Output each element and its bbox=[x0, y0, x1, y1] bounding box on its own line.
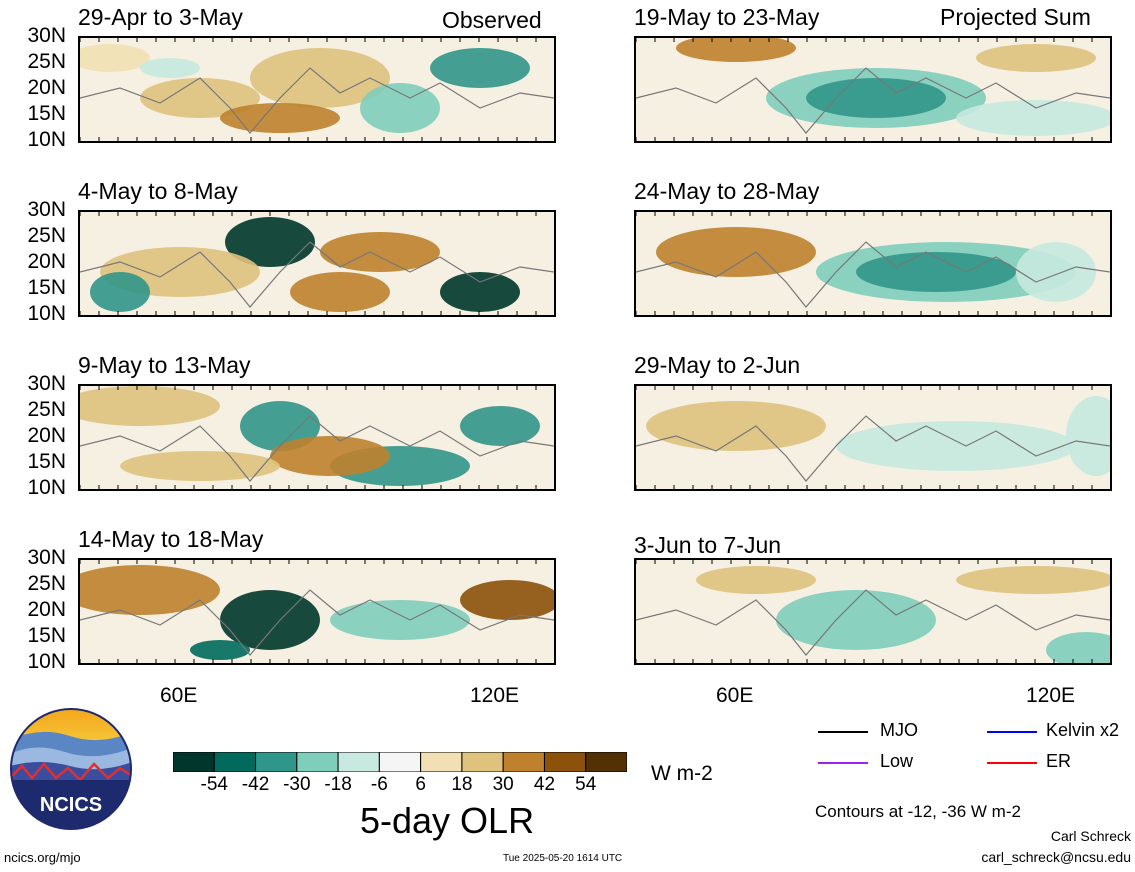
lat-label: 30N bbox=[27, 24, 66, 47]
projected-label: Projected Sum bbox=[940, 4, 1091, 30]
panel-title-obs-2: 4-May to 8-May bbox=[78, 178, 238, 204]
colorbar-title: 5-day OLR bbox=[360, 800, 535, 841]
colorbar-units: W m-2 bbox=[651, 762, 713, 785]
colorbar-swatch bbox=[378, 751, 422, 773]
lat-label: 20N bbox=[27, 424, 66, 447]
footer-timestamp: Tue 2025-05-20 1614 UTC bbox=[503, 853, 623, 864]
olr-map-obs-3 bbox=[80, 386, 554, 489]
footer-author: Carl Schreck bbox=[1050, 828, 1131, 844]
lat-label: 10N bbox=[27, 476, 66, 499]
lat-label: 15N bbox=[27, 102, 66, 125]
colorbar-tick-label: 42 bbox=[533, 774, 556, 795]
colorbar-swatch bbox=[543, 751, 587, 773]
lat-label: 25N bbox=[27, 572, 66, 595]
colorbar-tick-label: -30 bbox=[283, 774, 311, 795]
colorbar-tick-label: -6 bbox=[370, 774, 388, 795]
map-obs-4 bbox=[78, 558, 556, 665]
panel-title-proj-4: 3-Jun to 7-Jun bbox=[634, 532, 782, 558]
lat-label: 15N bbox=[27, 624, 66, 647]
lat-label: 20N bbox=[27, 598, 66, 621]
olr-map-proj-1 bbox=[636, 38, 1110, 141]
lon-label-120e-right: 120E bbox=[1026, 684, 1076, 707]
ncics-logo: NCICS bbox=[10, 708, 132, 830]
lon-label-120e-left: 120E bbox=[470, 684, 520, 707]
contour-note: Contours at -12, -36 W m-2 bbox=[815, 802, 1021, 821]
lat-label: 30N bbox=[27, 546, 66, 569]
colorbar-swatch bbox=[172, 751, 215, 773]
colorbar-swatches bbox=[172, 751, 628, 773]
legend-kelvin-label: Kelvin x2 bbox=[1046, 720, 1120, 740]
colorbar-tick-label: 18 bbox=[451, 774, 473, 795]
footer-url: ncics.org/mjo bbox=[4, 850, 81, 865]
colorbar-tick-label: 6 bbox=[415, 774, 426, 795]
colorbar-swatch bbox=[420, 751, 463, 773]
map-proj-1 bbox=[634, 36, 1112, 143]
colorbar-tick-label: -42 bbox=[241, 774, 270, 795]
map-proj-4 bbox=[634, 558, 1112, 665]
lat-label: 25N bbox=[27, 50, 66, 73]
footer-email: carl_schreck@ncsu.edu bbox=[981, 849, 1131, 865]
colorbar-swatch bbox=[337, 751, 380, 773]
lat-label: 15N bbox=[27, 276, 66, 299]
lat-label: 10N bbox=[27, 302, 66, 325]
colorbar-tick-label: 30 bbox=[492, 774, 514, 795]
colorbar-tick-label: -54 bbox=[200, 774, 228, 795]
colorbar bbox=[172, 751, 628, 773]
panel-title-proj-1: 19-May to 23-May bbox=[634, 4, 820, 30]
legend-mjo-line bbox=[818, 731, 868, 733]
map-obs-2 bbox=[78, 210, 556, 317]
colorbar-swatch bbox=[255, 751, 298, 773]
legend-kelvin-line bbox=[987, 731, 1037, 733]
lat-label: 10N bbox=[27, 650, 66, 673]
colorbar-swatch bbox=[213, 751, 257, 773]
legend-er-label: ER bbox=[1046, 751, 1072, 771]
legend-low-label: Low bbox=[880, 751, 914, 771]
colorbar-swatch bbox=[502, 751, 545, 773]
legend-low-line bbox=[818, 762, 868, 764]
lat-label: 25N bbox=[27, 398, 66, 421]
lon-label-60e-left: 60E bbox=[160, 684, 198, 707]
olr-map-proj-2 bbox=[636, 212, 1110, 315]
legend-mjo-label: MJO bbox=[880, 720, 918, 740]
lon-label-60e-right: 60E bbox=[716, 684, 754, 707]
map-obs-3 bbox=[78, 384, 556, 491]
panel-title-proj-3: 29-May to 2-Jun bbox=[634, 352, 801, 378]
lat-label: 10N bbox=[27, 128, 66, 151]
panel-title-obs-3: 9-May to 13-May bbox=[78, 352, 251, 378]
colorbar-tick-label: 54 bbox=[575, 774, 597, 795]
observed-label: Observed bbox=[442, 7, 542, 33]
lat-label: 20N bbox=[27, 250, 66, 273]
colorbar-tick-label: -18 bbox=[324, 774, 352, 795]
panel-title-obs-1: 29-Apr to 3-May bbox=[78, 4, 243, 30]
logo-text: NCICS bbox=[40, 794, 102, 816]
colorbar-swatch bbox=[461, 751, 504, 773]
lat-label: 30N bbox=[27, 198, 66, 221]
olr-map-obs-2 bbox=[80, 212, 554, 315]
colorbar-swatch bbox=[585, 751, 628, 773]
legend-er-line bbox=[987, 762, 1037, 764]
olr-map-obs-1 bbox=[80, 38, 554, 141]
panel-title-obs-4: 14-May to 18-May bbox=[78, 526, 264, 552]
map-obs-1 bbox=[78, 36, 556, 143]
olr-map-proj-3 bbox=[636, 386, 1110, 489]
lat-label: 25N bbox=[27, 224, 66, 247]
map-proj-2 bbox=[634, 210, 1112, 317]
lat-label: 30N bbox=[27, 372, 66, 395]
colorbar-swatch bbox=[296, 751, 339, 773]
lat-label: 15N bbox=[27, 450, 66, 473]
olr-map-obs-4 bbox=[80, 560, 554, 663]
panel-title-proj-2: 24-May to 28-May bbox=[634, 178, 820, 204]
map-proj-3 bbox=[634, 384, 1112, 491]
lat-label: 20N bbox=[27, 76, 66, 99]
olr-map-proj-4 bbox=[636, 560, 1110, 663]
